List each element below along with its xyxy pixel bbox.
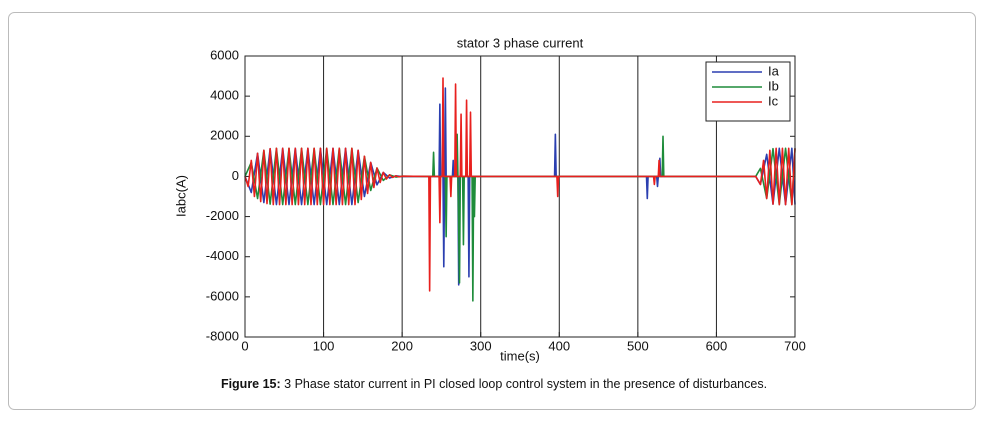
- y-axis-label: Iabc(A): [173, 175, 188, 217]
- series-line: [244, 77, 796, 292]
- y-tick-label: 0: [232, 168, 239, 183]
- legend-label: Ib: [768, 78, 779, 93]
- y-tick-label: -8000: [206, 328, 239, 343]
- plot: 0 100 200 300 400 500 600 700 -8000 -6000 -4000 -20…: [206, 47, 806, 353]
- x-tick-label: 200: [391, 338, 413, 353]
- x-tick-label: 600: [706, 338, 728, 353]
- chart-title: stator 3 phase current: [457, 35, 584, 50]
- y-tick-label: 2000: [210, 128, 239, 143]
- legend-label: Ia: [768, 63, 780, 78]
- caption: Figure 15: 3 Phase stator current in PI …: [221, 377, 767, 391]
- x-tick-label: 700: [784, 338, 806, 353]
- plot-border: [244, 55, 796, 338]
- caption-text: 3 Phase stator current in PI closed loop…: [281, 377, 767, 391]
- x-tick-label: 500: [627, 338, 649, 353]
- y-tick-label: 6000: [210, 47, 239, 62]
- y-tick-label: 4000: [210, 88, 239, 103]
- series-line: [244, 133, 796, 302]
- legend-label: Ic: [768, 93, 779, 108]
- x-tick-label: 0: [241, 338, 248, 353]
- x-tick-label: 100: [313, 338, 335, 353]
- y-tick-label: -4000: [206, 248, 239, 263]
- x-tick-label: 400: [548, 338, 570, 353]
- y-tick-label: -6000: [206, 288, 239, 303]
- x-tick-label: 300: [470, 338, 492, 353]
- caption-label: Figure 15:: [221, 377, 281, 391]
- x-axis-label: time(s): [500, 348, 540, 363]
- y-tick-label: -2000: [206, 208, 239, 223]
